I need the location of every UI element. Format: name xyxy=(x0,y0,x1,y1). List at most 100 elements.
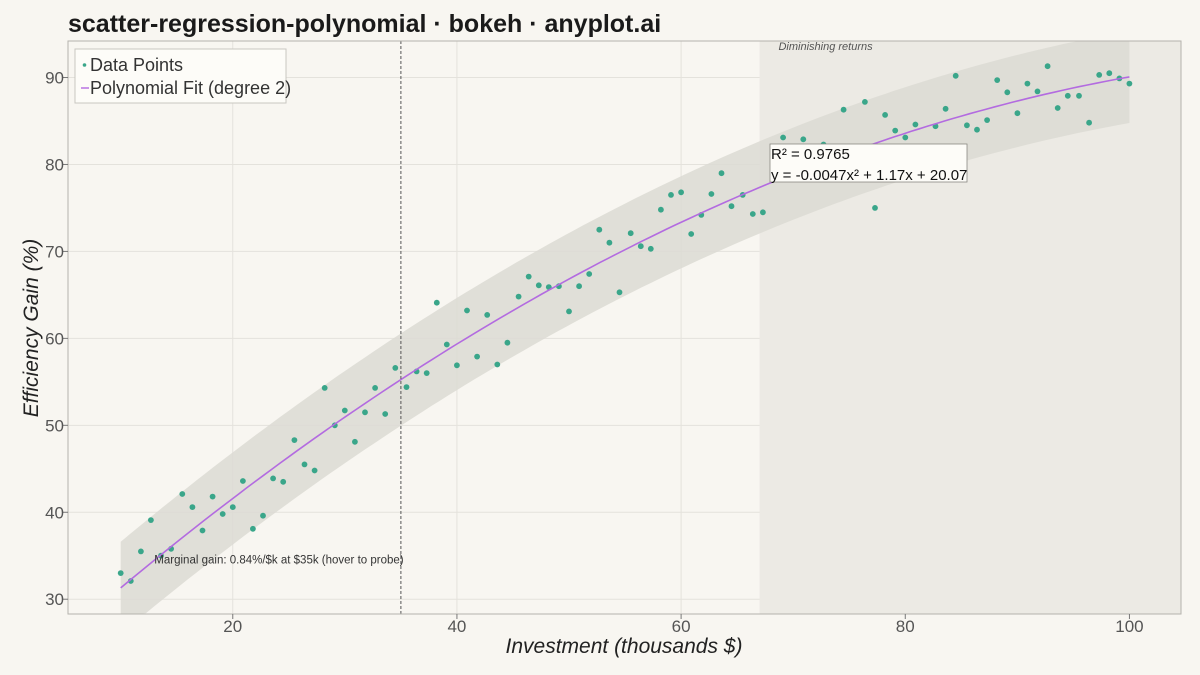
data-point[interactable] xyxy=(688,231,695,237)
data-point[interactable] xyxy=(209,493,216,500)
data-point[interactable] xyxy=(780,134,786,141)
data-point[interactable] xyxy=(270,475,276,482)
data-point[interactable] xyxy=(280,478,287,485)
data-point[interactable] xyxy=(1054,105,1061,111)
data-point[interactable] xyxy=(1014,110,1021,117)
data-point[interactable] xyxy=(1034,88,1041,95)
y-tick-label: 50 xyxy=(45,416,64,435)
regression-stats-box: R² = 0.9765 y = -0.0047x² + 1.17x + 20.0… xyxy=(769,143,968,184)
data-point[interactable] xyxy=(862,99,868,105)
data-point[interactable] xyxy=(840,106,847,113)
data-point[interactable] xyxy=(321,385,328,391)
data-point[interactable] xyxy=(464,307,470,314)
data-point[interactable] xyxy=(566,308,572,315)
data-point[interactable] xyxy=(148,517,154,523)
data-point[interactable] xyxy=(994,77,1001,83)
data-point[interactable] xyxy=(138,548,144,555)
x-tick-label: 80 xyxy=(896,617,915,636)
data-point[interactable] xyxy=(800,136,807,143)
data-point[interactable] xyxy=(668,192,674,198)
data-point[interactable] xyxy=(872,205,878,211)
diminishing-returns-label: Diminishing returns xyxy=(778,41,873,53)
data-point[interactable] xyxy=(117,570,124,576)
data-point[interactable] xyxy=(1096,72,1103,78)
data-point[interactable] xyxy=(525,273,532,280)
data-point[interactable] xyxy=(392,365,399,371)
data-point[interactable] xyxy=(403,384,410,390)
legend-entry-data-points[interactable]: Data Points xyxy=(90,55,183,75)
data-point[interactable] xyxy=(1126,80,1133,87)
x-axis-ticks: 20 40 60 80 100 xyxy=(223,614,1144,636)
data-point[interactable] xyxy=(301,461,308,468)
data-point[interactable] xyxy=(678,189,684,196)
data-point[interactable] xyxy=(658,206,664,213)
data-point[interactable] xyxy=(627,230,634,237)
data-point[interactable] xyxy=(647,245,654,252)
data-point[interactable] xyxy=(1064,92,1071,99)
data-point[interactable] xyxy=(902,134,909,141)
data-point[interactable] xyxy=(912,121,919,128)
data-point[interactable] xyxy=(728,203,735,210)
r-squared-text: R² = 0.9765 xyxy=(771,146,850,163)
y-tick-label: 80 xyxy=(45,155,64,174)
data-point[interactable] xyxy=(291,437,298,443)
data-point[interactable] xyxy=(984,117,990,123)
y-tick-label: 70 xyxy=(45,242,64,261)
data-point[interactable] xyxy=(616,289,623,296)
data-point[interactable] xyxy=(606,239,613,246)
data-point[interactable] xyxy=(1076,92,1082,99)
legend[interactable]: Data Points Polynomial Fit (degree 2) xyxy=(74,48,291,104)
data-point[interactable] xyxy=(199,527,206,534)
data-point[interactable] xyxy=(952,72,959,79)
data-point[interactable] xyxy=(219,511,226,517)
data-point[interactable] xyxy=(637,243,644,250)
data-point[interactable] xyxy=(718,170,725,177)
data-point[interactable] xyxy=(250,525,256,532)
data-point[interactable] xyxy=(1086,119,1092,126)
x-tick-label: 100 xyxy=(1115,617,1143,636)
data-point[interactable] xyxy=(240,478,246,484)
data-point[interactable] xyxy=(942,105,949,112)
data-point[interactable] xyxy=(423,370,430,376)
data-point[interactable] xyxy=(576,283,582,290)
data-point[interactable] xyxy=(443,341,450,348)
data-point[interactable] xyxy=(974,126,980,133)
data-point[interactable] xyxy=(454,362,460,369)
data-point[interactable] xyxy=(189,504,196,510)
data-point[interactable] xyxy=(964,122,970,129)
data-point[interactable] xyxy=(1024,80,1031,87)
data-point[interactable] xyxy=(311,467,318,474)
data-point[interactable] xyxy=(892,127,899,134)
data-point[interactable] xyxy=(474,353,480,360)
y-tick-label: 30 xyxy=(45,590,64,609)
data-point[interactable] xyxy=(484,312,491,318)
data-point[interactable] xyxy=(1044,63,1051,70)
marginal-gain-label: Marginal gain: 0.84%/$k at $35k (hover t… xyxy=(154,555,403,567)
data-point[interactable] xyxy=(1004,89,1011,96)
data-point[interactable] xyxy=(494,361,501,368)
data-point[interactable] xyxy=(708,191,715,197)
data-point[interactable] xyxy=(127,578,134,584)
data-point[interactable] xyxy=(260,512,266,519)
data-point[interactable] xyxy=(1106,70,1113,77)
data-point[interactable] xyxy=(515,293,522,300)
data-point[interactable] xyxy=(749,211,756,217)
data-point[interactable] xyxy=(535,282,542,289)
data-point[interactable] xyxy=(229,504,236,510)
polynomial-fit-line[interactable] xyxy=(120,76,1130,589)
data-point[interactable] xyxy=(882,112,888,118)
data-point[interactable] xyxy=(341,407,348,414)
data-point[interactable] xyxy=(352,438,358,445)
legend-entry-polynomial-fit[interactable]: Polynomial Fit (degree 2) xyxy=(90,78,291,98)
data-point[interactable] xyxy=(179,491,186,497)
data-point[interactable] xyxy=(760,209,766,216)
data-point[interactable] xyxy=(433,299,440,306)
data-point[interactable] xyxy=(372,385,378,391)
data-point[interactable] xyxy=(504,339,511,346)
data-point[interactable] xyxy=(586,271,593,277)
data-point[interactable] xyxy=(362,409,368,416)
data-point[interactable] xyxy=(596,226,603,233)
data-point[interactable] xyxy=(382,411,389,417)
legend-box xyxy=(74,48,287,104)
